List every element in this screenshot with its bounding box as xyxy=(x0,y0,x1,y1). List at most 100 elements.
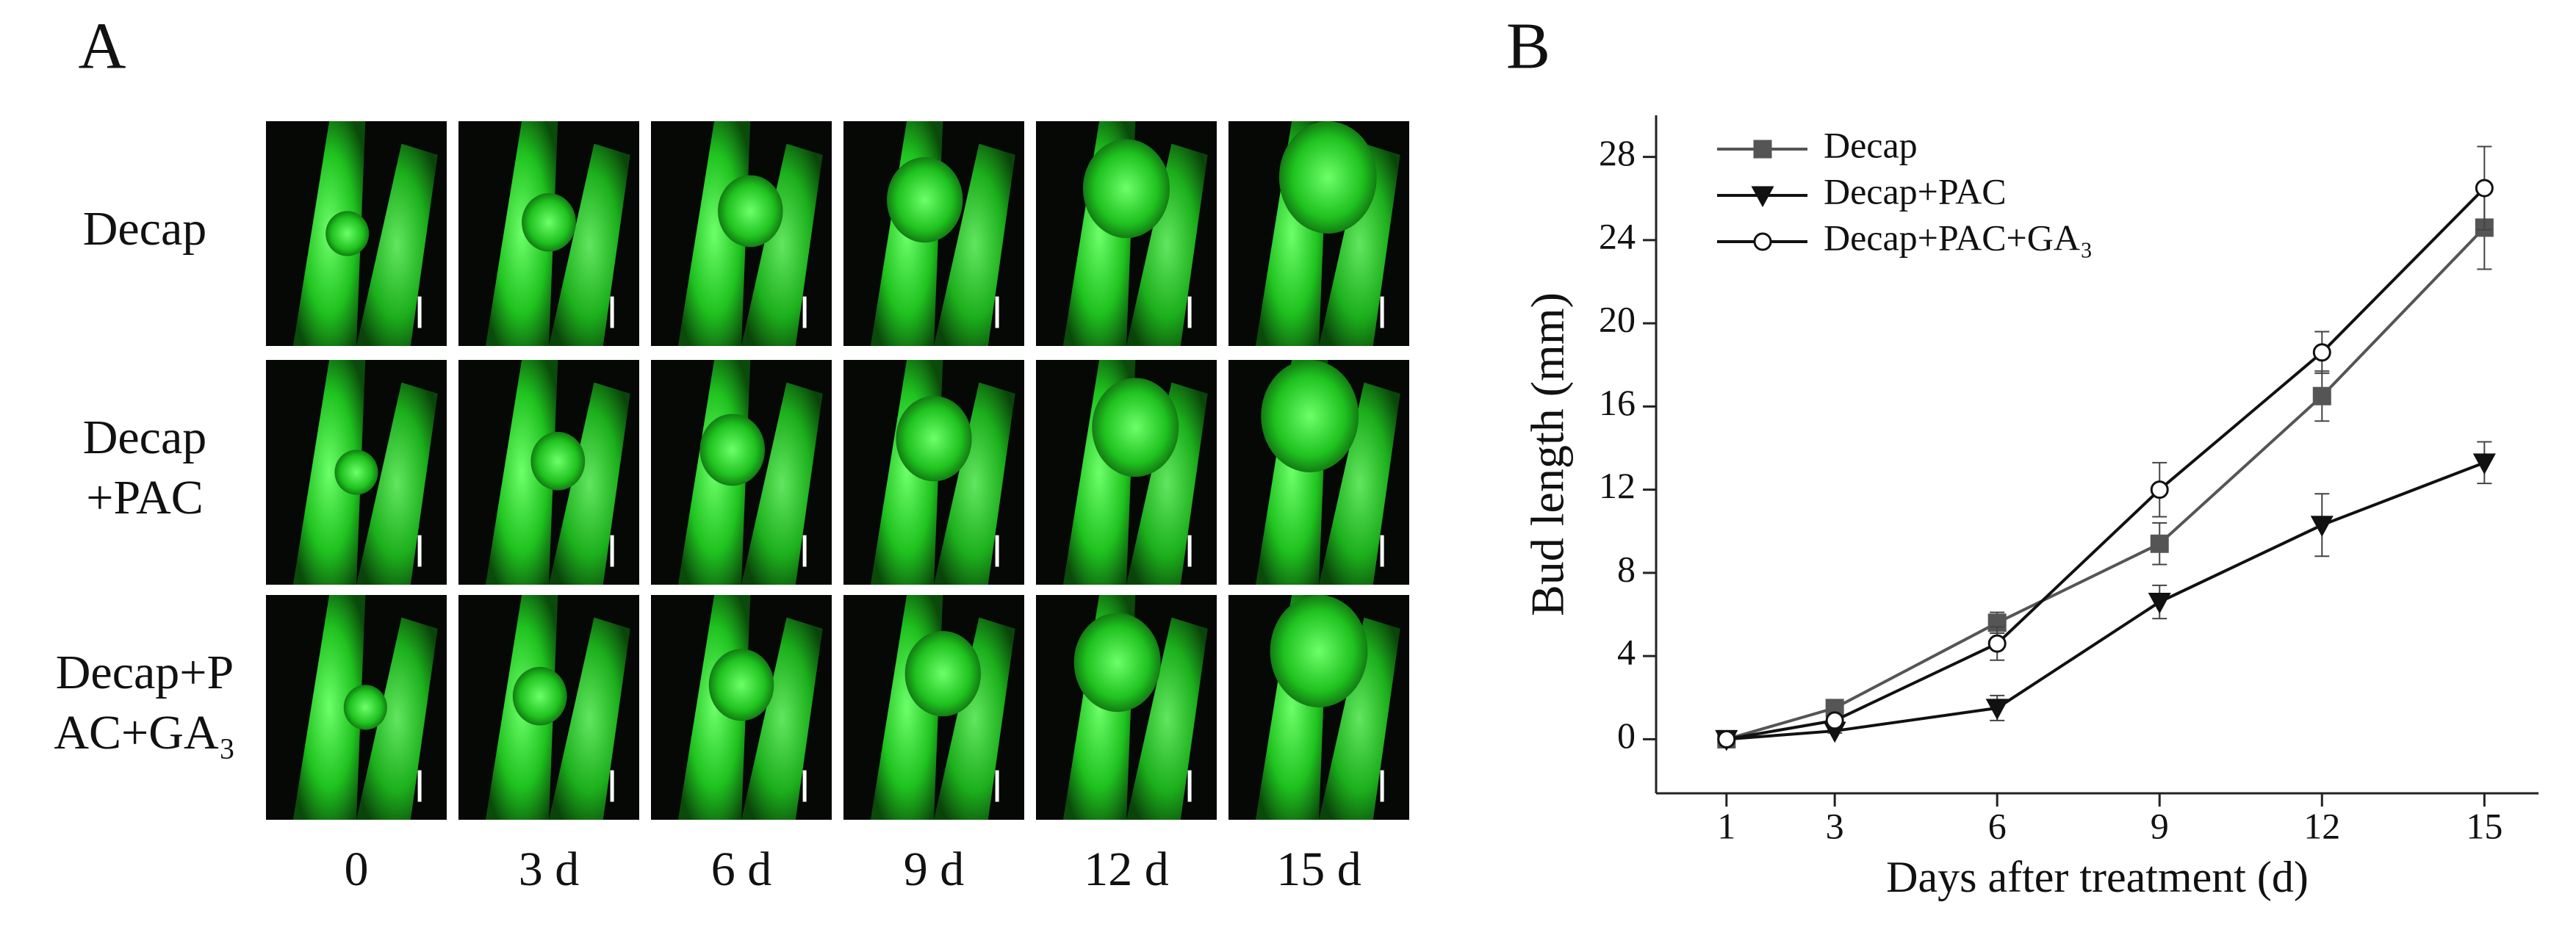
leaf xyxy=(718,175,783,248)
point xyxy=(1987,634,2007,653)
x-axis-label: Days after treatment (d) xyxy=(1886,853,2309,901)
line xyxy=(1726,226,2486,741)
x-tick-label: 9 xyxy=(2151,805,2169,846)
x-tick-label: 3 xyxy=(1826,805,1844,846)
x-tick-label: 15 xyxy=(2466,805,2503,846)
leaf xyxy=(904,630,981,717)
photo xyxy=(651,595,832,820)
stem xyxy=(1319,143,1400,346)
y-axis-label: Bud length (mm) xyxy=(1522,292,1574,616)
column-label: 15 d xyxy=(1276,843,1361,896)
photo xyxy=(843,121,1024,346)
photo xyxy=(843,360,1024,585)
x-tick-label: 6 xyxy=(1988,805,2007,846)
photo xyxy=(458,595,639,820)
leaf xyxy=(512,666,567,726)
stem xyxy=(1126,617,1208,820)
stem xyxy=(1126,382,1208,585)
stem xyxy=(549,617,630,820)
photo xyxy=(458,121,639,346)
photo xyxy=(266,595,447,820)
stem xyxy=(549,382,630,585)
panel-label: B xyxy=(1506,10,1550,83)
column-label: 3 d xyxy=(519,843,580,896)
photo xyxy=(1228,360,1409,585)
column-label: 0 xyxy=(345,843,369,896)
leaf xyxy=(1278,121,1377,234)
stem xyxy=(485,360,558,585)
legend-marker xyxy=(1753,140,1772,159)
y-tick-label: 0 xyxy=(1617,715,1636,756)
y-tick-label: 16 xyxy=(1599,382,1636,423)
photo xyxy=(1036,121,1217,346)
column-label: 9 d xyxy=(904,843,965,896)
panel-label: A xyxy=(79,10,126,83)
stem xyxy=(485,121,558,346)
point xyxy=(2312,386,2331,405)
leaf xyxy=(1270,595,1368,707)
line xyxy=(1726,187,2486,741)
y-tick-label: 12 xyxy=(1599,465,1636,506)
stem xyxy=(549,143,630,346)
y-tick-label: 24 xyxy=(1599,215,1636,256)
stem xyxy=(356,382,438,585)
leaf xyxy=(343,685,387,730)
legend-marker xyxy=(1751,186,1774,208)
leaf xyxy=(325,211,370,256)
y-tick-label: 8 xyxy=(1617,548,1636,589)
stem xyxy=(934,617,1015,820)
leaf xyxy=(699,414,765,486)
stem xyxy=(677,121,751,346)
row-label: AC+GA₃ xyxy=(54,706,235,760)
row-label: Decap xyxy=(83,411,207,464)
stem xyxy=(934,382,1015,585)
leaf xyxy=(1092,378,1179,477)
leaf xyxy=(708,649,774,721)
x-tick-label: 12 xyxy=(2303,805,2340,846)
point xyxy=(1717,729,1736,749)
stem xyxy=(356,143,438,346)
chart: 0 4 8 12 16 20 24 28 1 3 6 9 12 15 Days after treatmen… xyxy=(1522,115,2539,901)
point xyxy=(2148,593,2171,614)
leaf xyxy=(1073,613,1161,713)
leaf xyxy=(1082,139,1170,239)
point xyxy=(2475,178,2494,198)
point xyxy=(2472,453,2496,475)
row-label: Decap xyxy=(83,202,207,256)
y-tick-label: 28 xyxy=(1599,132,1636,173)
column-label: 6 d xyxy=(711,843,772,896)
leaf xyxy=(896,395,972,482)
stem xyxy=(292,360,366,585)
stem xyxy=(741,143,823,346)
point xyxy=(1985,699,2009,721)
leaf xyxy=(887,156,963,243)
point xyxy=(2310,516,2334,537)
photo xyxy=(266,121,447,346)
leaf xyxy=(530,431,586,491)
y-tick-label: 4 xyxy=(1617,632,1636,673)
legend-label: Decap+PAC xyxy=(1824,170,2007,212)
stem xyxy=(1126,143,1208,346)
point xyxy=(2150,534,2169,553)
legend-label: Decap xyxy=(1824,124,1918,165)
stem xyxy=(356,617,438,820)
stem xyxy=(1319,382,1400,585)
column-label: 12 d xyxy=(1084,843,1169,896)
stem xyxy=(934,143,1015,346)
legend-label: Decap+PAC+GA₃ xyxy=(1824,217,2093,258)
stem xyxy=(1319,617,1400,820)
stem xyxy=(741,617,823,820)
leaf xyxy=(1261,360,1359,472)
photo xyxy=(1036,595,1217,820)
row-label: Decap+P xyxy=(56,646,234,699)
point xyxy=(1825,711,1844,730)
stem xyxy=(292,595,366,820)
photo xyxy=(1228,121,1409,346)
point xyxy=(2150,480,2169,499)
point xyxy=(2312,343,2331,362)
series xyxy=(1717,185,2494,749)
photo xyxy=(651,360,832,585)
photo-grid: Decap Decap +PAC Decap+P AC+GA₃ 0 3 d 6 d 9 d 12 … xyxy=(54,121,1409,896)
photo xyxy=(1228,595,1409,820)
row-label: +PAC xyxy=(86,471,204,524)
